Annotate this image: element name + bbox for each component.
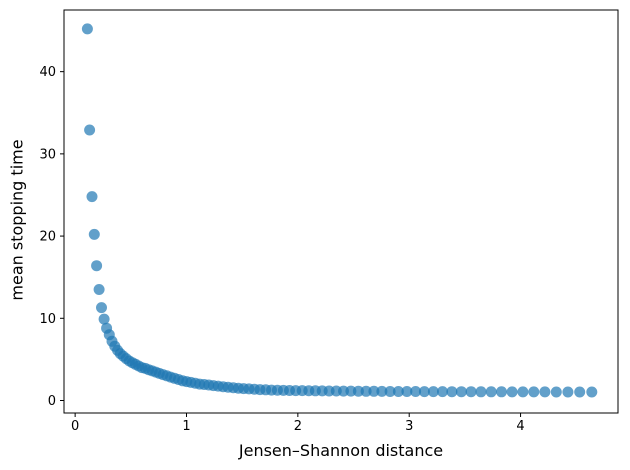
data-point	[574, 386, 586, 398]
data-point	[427, 386, 439, 398]
data-point	[410, 386, 422, 397]
data-point	[562, 386, 574, 398]
x-tick-label: 4	[516, 419, 524, 434]
data-point	[485, 386, 497, 398]
data-point	[475, 386, 487, 398]
data-point	[437, 386, 448, 398]
y-tick-label: 30	[39, 147, 56, 162]
y-tick-label: 0	[48, 394, 56, 409]
data-point	[98, 313, 110, 325]
data-point	[418, 386, 430, 398]
data-point	[84, 124, 96, 136]
data-point	[506, 386, 518, 398]
data-point	[360, 385, 372, 397]
data-point	[446, 386, 458, 398]
data-point	[368, 385, 380, 397]
data-point	[88, 228, 100, 240]
data-point	[93, 284, 105, 295]
x-axis-label: Jensen–Shannon distance	[238, 441, 444, 460]
data-point	[465, 386, 477, 398]
y-tick-label: 10	[39, 312, 56, 327]
data-point	[550, 386, 562, 398]
data-point	[384, 386, 396, 397]
y-tick-label: 40	[39, 65, 56, 80]
data-point	[86, 191, 98, 203]
data-point	[81, 23, 93, 35]
x-tick-label: 1	[182, 419, 190, 434]
data-point	[392, 386, 404, 397]
data-point	[517, 386, 529, 398]
data-point	[539, 386, 551, 398]
x-tick-label: 2	[294, 419, 302, 434]
data-point	[455, 386, 467, 398]
y-axis-label: mean stopping time	[7, 139, 27, 301]
x-tick-label: 0	[71, 419, 79, 434]
data-point	[496, 386, 507, 398]
data-point	[96, 302, 107, 314]
data-point	[528, 386, 540, 398]
data-point	[586, 386, 598, 398]
y-tick-label: 20	[39, 230, 56, 245]
plot-spines	[63, 9, 619, 414]
data-point	[352, 385, 364, 397]
data-point	[401, 386, 413, 397]
data-point	[376, 385, 388, 397]
x-tick-label: 3	[405, 419, 413, 434]
data-point	[91, 260, 103, 272]
